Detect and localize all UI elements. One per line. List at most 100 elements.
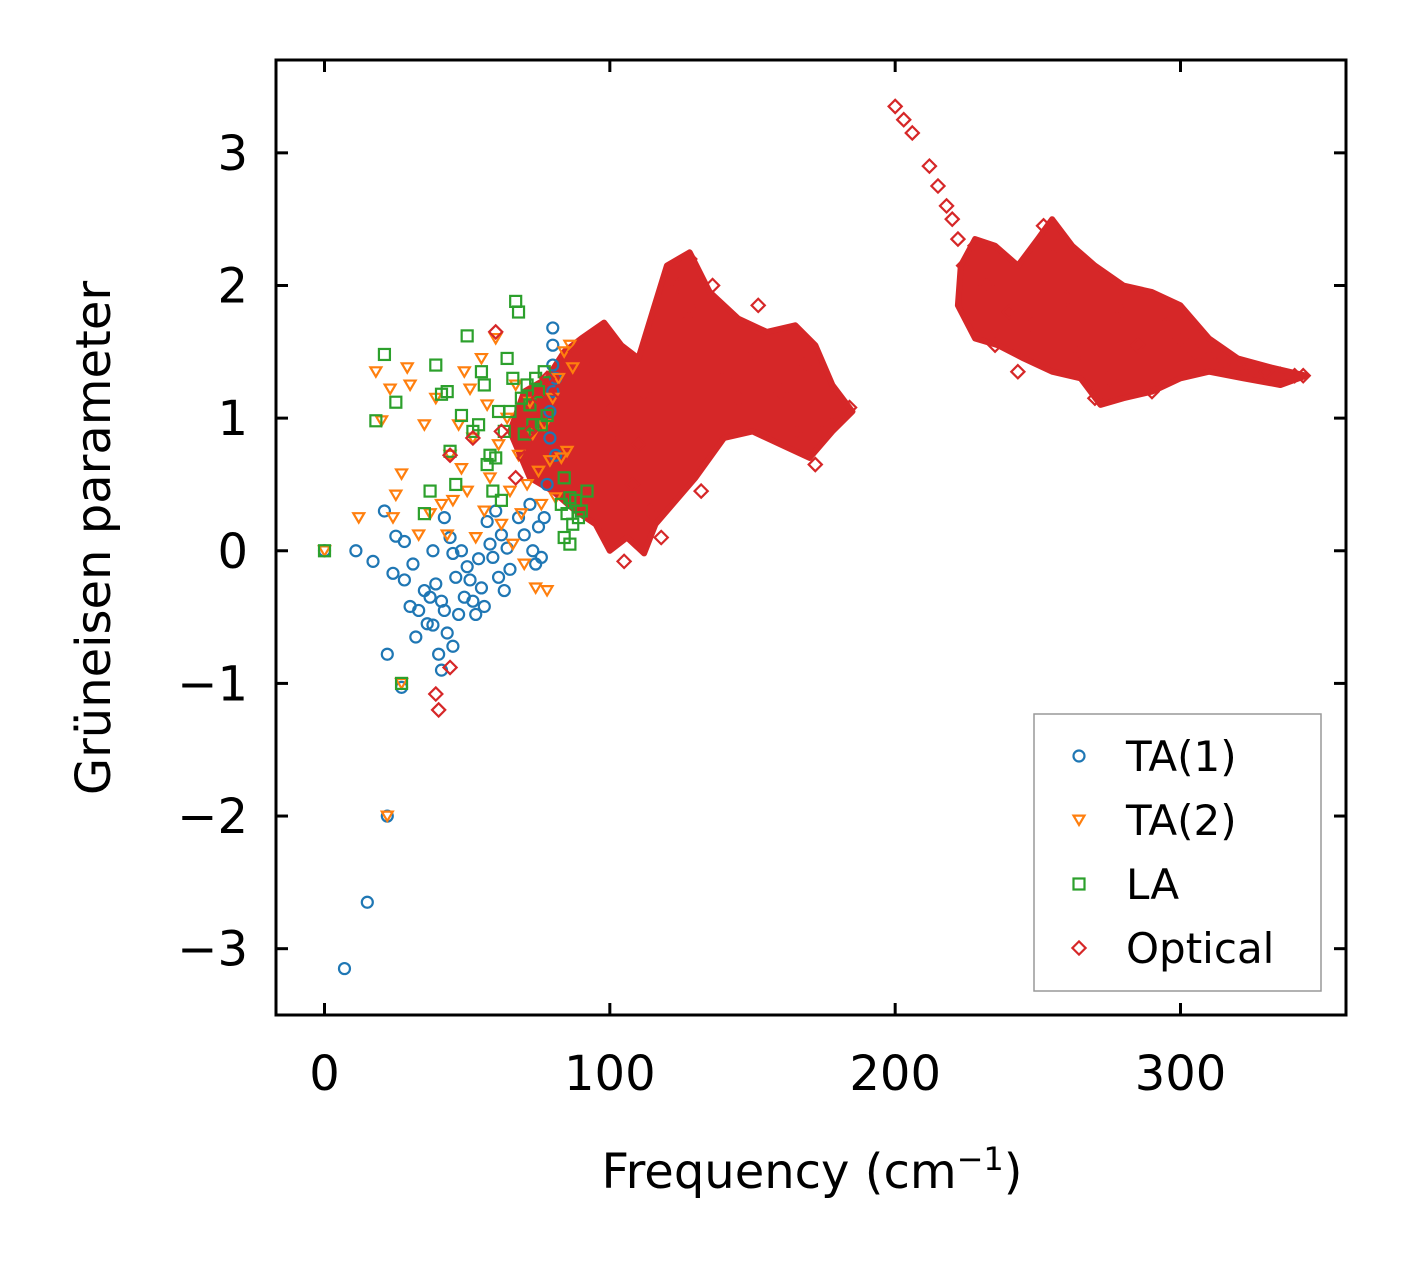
series-optical — [427, 98, 1312, 719]
la-point — [557, 471, 571, 485]
ta-1-point — [412, 603, 426, 618]
ta-1-point — [503, 562, 517, 576]
optical-point — [1143, 383, 1161, 400]
y-tick-label: −2 — [177, 789, 248, 845]
optical-point — [1046, 237, 1064, 254]
ta-1-point — [546, 384, 560, 399]
ta-1-point — [449, 570, 463, 584]
ta-1-point — [526, 544, 540, 558]
ta-2-point — [411, 529, 427, 542]
ta-1-point — [531, 520, 546, 534]
ta-2-point — [394, 468, 409, 481]
ta-1-point — [349, 544, 363, 558]
ta-2-point — [553, 452, 569, 466]
x-axis-title-suffix: ) — [1004, 1144, 1023, 1200]
series-ta-1 — [317, 321, 563, 976]
optical-point — [538, 370, 556, 387]
la-point — [563, 537, 577, 551]
ta-1-point — [360, 895, 374, 909]
optical-point — [1200, 350, 1218, 367]
optical-point — [441, 447, 459, 464]
ta-2-point — [402, 379, 418, 393]
ta-1-point — [386, 566, 400, 580]
ta-1-point — [480, 514, 494, 529]
la-point — [503, 404, 517, 419]
optical-point — [1058, 290, 1075, 307]
optical-point — [441, 659, 459, 676]
optical-point — [635, 383, 653, 400]
optical-point — [613, 496, 630, 513]
la-point — [394, 676, 409, 691]
ta-2-point — [556, 346, 572, 359]
ta-2-point — [379, 810, 395, 824]
optical-point — [516, 449, 533, 467]
ta-1-point — [397, 534, 411, 549]
ta-1-point — [377, 504, 392, 518]
ta-2-point — [454, 463, 469, 476]
ta-1-point — [437, 511, 451, 525]
optical-point — [507, 469, 524, 486]
ta-1-point — [420, 617, 434, 631]
ta-2-point — [382, 383, 398, 397]
optical-point — [921, 157, 938, 175]
la-point — [563, 491, 577, 505]
optical-point — [1072, 343, 1089, 360]
optical-point — [787, 423, 804, 440]
optical-point — [550, 383, 567, 400]
y-tick-label: −1 — [177, 656, 248, 712]
ta-2-point — [528, 582, 544, 596]
ta-1-point — [523, 497, 537, 511]
la-point — [520, 378, 534, 392]
ta-1-point — [540, 477, 554, 492]
optical-point — [978, 277, 995, 294]
ta-1-point — [543, 431, 557, 445]
ta-1-point — [397, 573, 411, 587]
optical-point — [1272, 366, 1289, 383]
ta-2-point — [394, 677, 409, 691]
ta-2-point — [368, 366, 384, 379]
ta-2-point — [533, 498, 549, 512]
ta-2-point — [559, 445, 575, 459]
ta-1-point — [477, 599, 491, 614]
ta-2-point — [491, 439, 506, 452]
la-point — [377, 347, 392, 362]
x-tick-label: 0 — [309, 1046, 340, 1102]
x-axis-title-superscript: −1 — [957, 1140, 1004, 1178]
ta-2-point — [513, 508, 529, 521]
ta-2-point — [519, 478, 535, 492]
ta-2-point — [516, 558, 532, 572]
optical-point — [841, 399, 858, 416]
ta-2-point — [565, 362, 581, 375]
optical-point — [615, 553, 633, 570]
ta-1-point — [546, 358, 560, 372]
optical-point — [895, 111, 912, 128]
ta-1-point — [429, 577, 443, 591]
ta-2-point — [459, 485, 475, 499]
ta-1-point — [409, 630, 423, 644]
optical-point — [1158, 317, 1175, 334]
la-point — [531, 384, 546, 399]
optical-point — [567, 343, 584, 360]
ta-1-point — [366, 554, 380, 568]
optical-point — [966, 237, 984, 254]
ta-1-point — [446, 639, 460, 653]
ta-2-point — [508, 379, 524, 393]
ta-2-point — [562, 339, 578, 353]
la-point — [471, 418, 486, 432]
ta-1-point — [337, 961, 352, 976]
optical-point — [1001, 303, 1018, 321]
legend-label-la: LA — [1126, 860, 1179, 909]
la-point — [540, 408, 554, 423]
la-point — [460, 329, 474, 343]
ta-2-point — [476, 505, 492, 519]
la-point — [454, 408, 469, 423]
ta-1-point — [546, 321, 560, 335]
x-axis-title: Frequency (cm−1) — [601, 1140, 1022, 1200]
ta-2-point — [479, 399, 495, 412]
ta-1-point — [406, 557, 420, 571]
x-tick-label: 200 — [849, 1046, 941, 1102]
optical-point — [1295, 367, 1312, 384]
la-point — [537, 365, 551, 379]
optical-point — [487, 323, 504, 341]
